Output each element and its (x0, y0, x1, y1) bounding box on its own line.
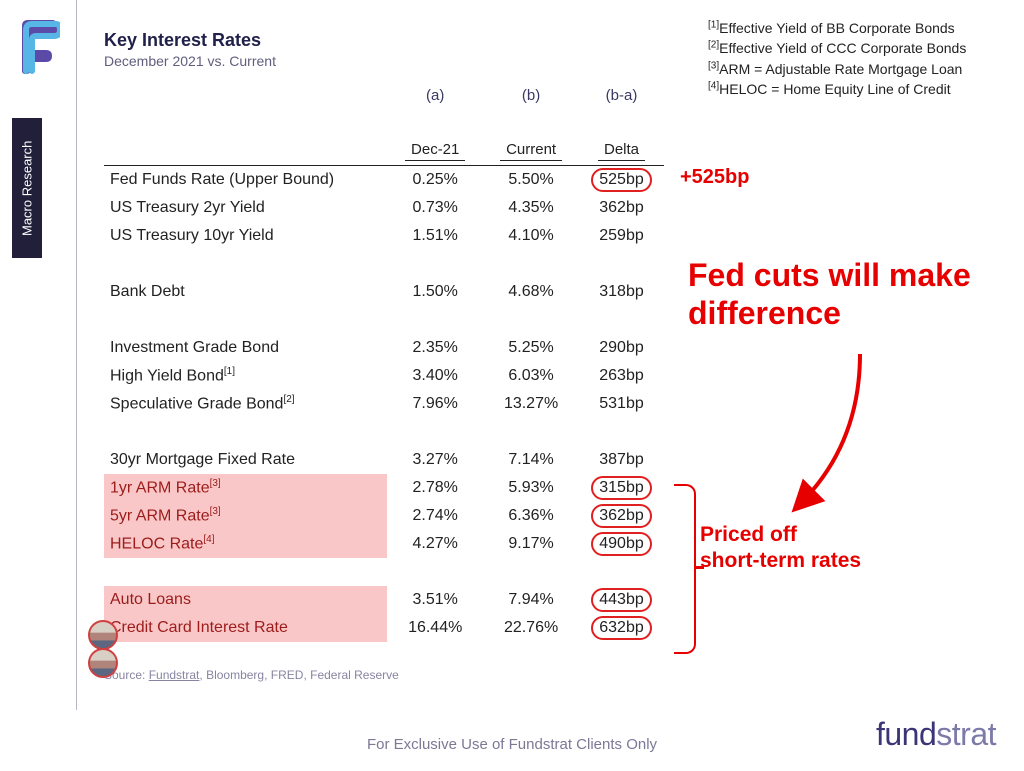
row-label: Credit Card Interest Rate (104, 614, 387, 642)
annotation-headline: Fed cuts will make difference (688, 256, 1018, 333)
annotation-bracket (674, 484, 696, 654)
annotation-arrow-icon (770, 344, 890, 524)
avatar (88, 648, 118, 678)
row-label: 5yr ARM Rate[3] (104, 502, 387, 530)
table-row: High Yield Bond[1]3.40%6.03%263bp (104, 362, 664, 390)
table-row: Auto Loans3.51%7.94%443bp (104, 586, 664, 614)
page-subtitle: December 2021 vs. Current (104, 53, 684, 69)
table-row (104, 250, 664, 278)
row-label: US Treasury 2yr Yield (104, 194, 387, 222)
page-title: Key Interest Rates (104, 30, 684, 51)
row-label: 30yr Mortgage Fixed Rate (104, 446, 387, 474)
vertical-divider (76, 0, 77, 710)
row-label: HELOC Rate[4] (104, 530, 387, 558)
table-header-letters: (a) (b) (b-a) (104, 81, 664, 109)
table-row: Investment Grade Bond2.35%5.25%290bp (104, 334, 664, 362)
sidebar-tab-macro-research: Macro Research (12, 118, 42, 258)
row-label: Speculative Grade Bond[2] (104, 390, 387, 418)
row-label: Fed Funds Rate (Upper Bound) (104, 165, 387, 194)
company-logo-icon (12, 16, 60, 76)
table-row: US Treasury 2yr Yield0.73%4.35%362bp (104, 194, 664, 222)
row-label: High Yield Bond[1] (104, 362, 387, 390)
table-header-row: Dec-21 Current Delta (104, 137, 664, 165)
row-label: Investment Grade Bond (104, 334, 387, 362)
footnotes-block: [1]Effective Yield of BB Corporate Bonds… (708, 18, 1008, 99)
rates-table: (a) (b) (b-a) Dec-21 Current Delta Fed F… (104, 81, 664, 642)
table-row (104, 558, 664, 586)
fundstrat-logo: fundstrat (876, 716, 996, 753)
table-row: Fed Funds Rate (Upper Bound)0.25%5.50%52… (104, 165, 664, 194)
main-content: Key Interest Rates December 2021 vs. Cur… (104, 30, 684, 682)
annotation-priced-off: Priced off short-term rates (700, 522, 861, 575)
table-row: Credit Card Interest Rate16.44%22.76%632… (104, 614, 664, 642)
annotation-plus525bp: +525bp (680, 166, 749, 189)
table-row (104, 418, 664, 446)
row-label: US Treasury 10yr Yield (104, 222, 387, 250)
footer-disclaimer: For Exclusive Use of Fundstrat Clients O… (0, 736, 1024, 753)
table-row: US Treasury 10yr Yield1.51%4.10%259bp (104, 222, 664, 250)
row-label: Auto Loans (104, 586, 387, 614)
row-label: 1yr ARM Rate[3] (104, 474, 387, 502)
table-row: 1yr ARM Rate[3]2.78%5.93%315bp (104, 474, 664, 502)
table-row: 5yr ARM Rate[3]2.74%6.36%362bp (104, 502, 664, 530)
source-citation: Source: Fundstrat, Bloomberg, FRED, Fede… (104, 668, 684, 682)
table-row (104, 306, 664, 334)
table-row: 30yr Mortgage Fixed Rate3.27%7.14%387bp (104, 446, 664, 474)
table-row: Bank Debt1.50%4.68%318bp (104, 278, 664, 306)
table-row: Speculative Grade Bond[2]7.96%13.27%531b… (104, 390, 664, 418)
table-row: HELOC Rate[4]4.27%9.17%490bp (104, 530, 664, 558)
row-label: Bank Debt (104, 278, 387, 306)
avatar (88, 620, 118, 650)
